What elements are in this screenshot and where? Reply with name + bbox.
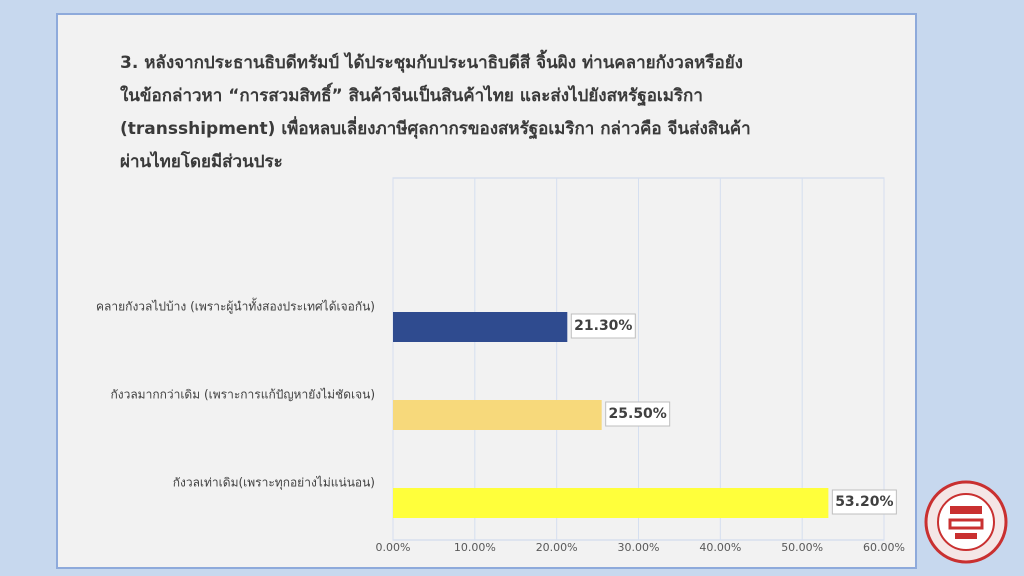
category-label: คลายกังวลไปบ้าง (เพราะผู้นำทั้งสองประเทศ… (96, 298, 375, 315)
title-line: 3. หลังจากประธานธิบดีทรัมป์ ได้ประชุมกับ… (120, 49, 743, 73)
x-tick-label: 0.00% (376, 541, 411, 554)
value-label-box (570, 313, 636, 339)
x-tick-label: 30.00% (618, 541, 660, 554)
x-tick-label: 50.00% (781, 541, 823, 554)
category-label: กังวลมากกว่าเดิม (เพราะการแก้ปัญหายังไม่… (110, 388, 375, 402)
x-tick-label: 60.00% (863, 541, 905, 554)
bar (393, 488, 829, 518)
title-line: ในข้อกล่าวหา “การสวมสิทธิ์” สินค้าจีนเป็… (120, 82, 703, 107)
value-label-box (605, 401, 671, 427)
value-label: 25.50% (609, 406, 667, 422)
logo (924, 480, 1008, 564)
bar (393, 312, 568, 342)
value-label: 21.30% (574, 318, 632, 334)
title-line: ผ่านไทยโดยมีส่วนประ (120, 151, 283, 172)
x-tick-label: 20.00% (536, 541, 578, 554)
x-tick-label: 40.00% (699, 541, 741, 554)
category-label: กังวลเท่าเดิม(เพราะทุกอย่างไม่แน่นอน) (173, 476, 375, 491)
bar (393, 400, 602, 430)
value-label-box (831, 489, 897, 515)
value-label: 53.20% (835, 494, 893, 510)
panel (56, 13, 917, 569)
title-line: (transshipment) เพื่อหลบเลี่ยงภาษีศุลกาก… (120, 116, 751, 140)
x-tick-label: 10.00% (454, 541, 496, 554)
